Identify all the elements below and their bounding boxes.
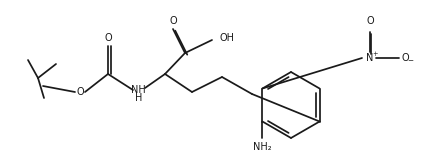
Text: O: O — [366, 16, 373, 26]
Text: N: N — [366, 53, 373, 63]
Text: −: − — [406, 58, 412, 64]
Text: NH₂: NH₂ — [252, 141, 271, 152]
Text: O: O — [169, 16, 176, 26]
Text: OH: OH — [219, 33, 234, 43]
Text: O: O — [76, 87, 83, 97]
Text: O: O — [104, 33, 111, 43]
Text: O: O — [400, 53, 408, 63]
Text: NH: NH — [130, 85, 145, 95]
Text: H: H — [135, 93, 142, 103]
Text: +: + — [372, 51, 377, 57]
